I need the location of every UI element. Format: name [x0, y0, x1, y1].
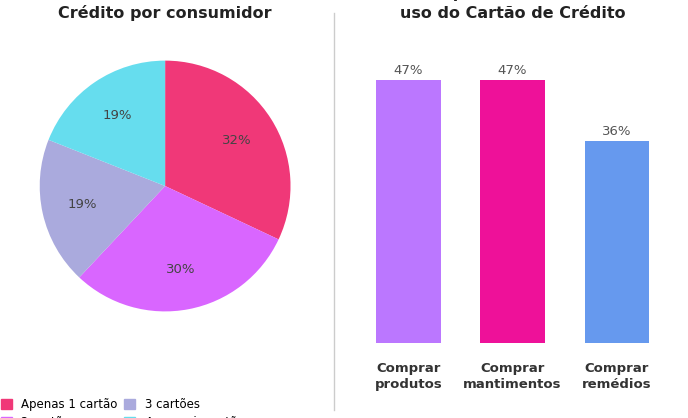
Text: 30%: 30% — [166, 263, 196, 276]
Text: 47%: 47% — [394, 64, 423, 77]
Wedge shape — [49, 61, 165, 186]
Legend: Apenas 1 cartão, 2 cartões, 3 cartões, 4 ou mais cartões: Apenas 1 cartão, 2 cartões, 3 cartões, 4… — [0, 395, 252, 418]
Bar — [480, 80, 545, 343]
Wedge shape — [79, 186, 279, 311]
Text: Comprar
produtos: Comprar produtos — [374, 362, 442, 391]
Text: 47%: 47% — [498, 64, 527, 77]
Text: 32%: 32% — [222, 134, 252, 147]
Text: 19%: 19% — [67, 198, 96, 211]
Wedge shape — [165, 61, 290, 240]
Wedge shape — [40, 140, 165, 278]
Bar — [585, 141, 649, 343]
Text: Comprar
remédios: Comprar remédios — [582, 362, 652, 391]
Text: Comprar
mantimentos: Comprar mantimentos — [463, 362, 562, 391]
Text: 19%: 19% — [103, 109, 132, 122]
Bar — [376, 80, 440, 343]
Text: 36%: 36% — [602, 125, 632, 138]
Title: Principais finalidades de
uso do Cartão de Crédito: Principais finalidades de uso do Cartão … — [400, 0, 625, 21]
Title: Quantidade de Cartões de
Crédito por consumidor: Quantidade de Cartões de Crédito por con… — [47, 0, 283, 21]
